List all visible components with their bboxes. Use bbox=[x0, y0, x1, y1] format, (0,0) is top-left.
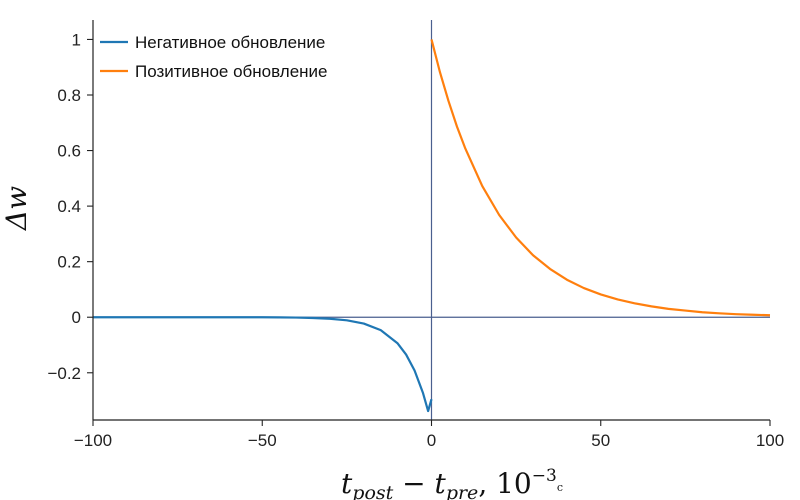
y-tick-label: −0.2 bbox=[47, 364, 81, 383]
y-tick-label: 0.2 bbox=[57, 253, 81, 272]
series-line-1 bbox=[430, 39, 771, 317]
x-title-t2: t bbox=[435, 467, 447, 500]
series-line-0 bbox=[93, 316, 433, 413]
y-tick-label: 0.6 bbox=[57, 142, 81, 161]
x-title-sep: , 10 bbox=[478, 467, 531, 500]
x-title-minus: − bbox=[393, 467, 434, 500]
x-ticks: −100 −50 0 50 100 bbox=[74, 420, 784, 450]
legend-label-0: Негативное обновление bbox=[135, 33, 325, 52]
x-title-sub2: pre bbox=[446, 482, 479, 500]
y-ticks: 1 0.8 0.6 0.4 0.2 0 −0.2 bbox=[47, 30, 93, 383]
y-tick-label: 0.4 bbox=[57, 197, 81, 216]
x-tick-label: 0 bbox=[427, 431, 436, 450]
x-tick-label: −50 bbox=[248, 431, 277, 450]
x-axis-title: tpost − tpre, 10−3с bbox=[341, 466, 563, 500]
x-title-t1: t bbox=[341, 467, 353, 500]
y-axis-title: Δw bbox=[0, 186, 33, 231]
x-tick-label: 50 bbox=[591, 431, 610, 450]
legend: Негативное обновление Позитивное обновлен… bbox=[100, 33, 328, 81]
y-tick-label: 1 bbox=[72, 30, 81, 49]
x-tick-label: 100 bbox=[756, 431, 784, 450]
x-title-unit: с bbox=[557, 481, 563, 494]
y-tick-label: 0.8 bbox=[57, 86, 81, 105]
x-title-exp: −3 bbox=[532, 466, 557, 486]
legend-label-1: Позитивное обновление bbox=[135, 62, 328, 81]
x-tick-label: −100 bbox=[74, 431, 112, 450]
y-tick-label: 0 bbox=[72, 308, 81, 327]
series-group bbox=[93, 39, 771, 413]
x-title-sub1: post bbox=[352, 482, 393, 500]
